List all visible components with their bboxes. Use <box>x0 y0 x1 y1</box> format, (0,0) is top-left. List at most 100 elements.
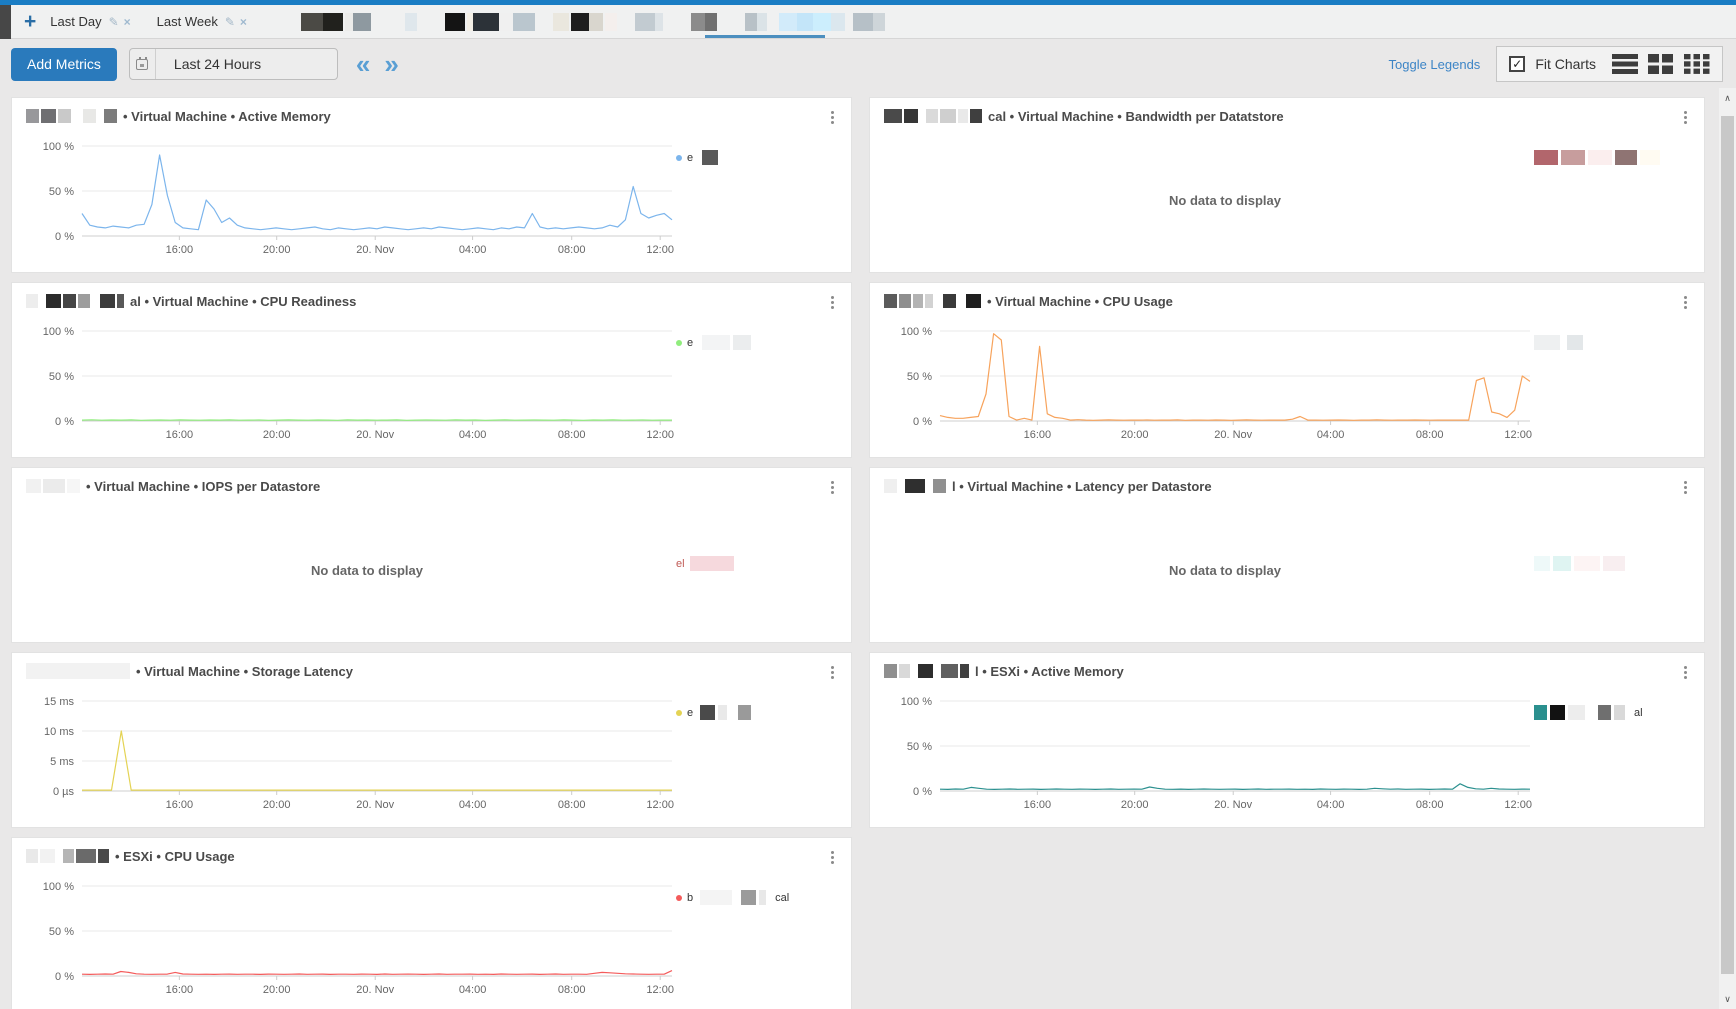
fit-charts-label: Fit Charts <box>1535 56 1596 72</box>
svg-text:0 %: 0 % <box>55 231 74 243</box>
time-range-picker: Last 24 Hours <box>128 48 338 80</box>
close-tab-icon[interactable]: × <box>239 14 247 29</box>
svg-text:20:00: 20:00 <box>1121 799 1149 811</box>
toolbar: Add Metrics Last 24 Hours « » Toggle Leg… <box>0 40 1736 88</box>
step-back-icon[interactable]: « <box>355 49 371 79</box>
fit-charts-checkbox[interactable]: ✓ <box>1509 56 1526 72</box>
chart-menu-icon[interactable] <box>1681 663 1690 682</box>
chart-card-storage-latency: • Virtual Machine • Storage Latency 15 m… <box>11 652 852 828</box>
chart-title: l • Virtual Machine • Latency per Datast… <box>952 478 1212 494</box>
layout-three-column-icon[interactable] <box>1684 54 1710 74</box>
scrollbar-down-icon[interactable]: ∨ <box>1724 994 1731 1004</box>
line-chart-canvas[interactable]: 100 % 50 % 0 % 16:00 20:00 20. Nov 04:00 08:00 1… <box>880 321 1540 446</box>
svg-text:04:00: 04:00 <box>1317 429 1345 441</box>
chart-legend[interactable]: al <box>1534 705 1643 720</box>
chart-title: • Virtual Machine • Active Memory <box>123 108 331 124</box>
line-chart-canvas[interactable]: 100 % 50 % 0 % 16:00 20:00 20. Nov 04:00 08:00 1… <box>880 691 1540 816</box>
chart-menu-icon[interactable] <box>828 108 837 127</box>
svg-text:12:00: 12:00 <box>646 429 674 441</box>
active-tab-underline <box>705 35 825 38</box>
toggle-legends-link[interactable]: Toggle Legends <box>1388 56 1481 72</box>
chart-title: • Virtual Machine • IOPS per Datastore <box>86 478 321 494</box>
svg-text:50 %: 50 % <box>907 371 932 383</box>
add-metrics-button[interactable]: Add Metrics <box>11 47 117 81</box>
chart-menu-icon[interactable] <box>828 848 837 867</box>
svg-text:100 %: 100 % <box>43 141 74 153</box>
no-data-message: No data to display <box>1169 193 1281 208</box>
svg-text:0 µs: 0 µs <box>53 786 75 798</box>
close-tab-icon[interactable]: × <box>123 14 131 29</box>
chart-menu-icon[interactable] <box>1681 293 1690 312</box>
layout-single-column-icon[interactable] <box>1612 54 1638 74</box>
chart-title: l • ESXi • Active Memory <box>975 663 1124 679</box>
chart-header: al • Virtual Machine • CPU Readiness <box>24 292 817 310</box>
chart-card-active-memory: • Virtual Machine • Active Memory 100 % 5… <box>11 97 852 273</box>
chart-header: cal • Virtual Machine • Bandwidth per Da… <box>882 107 1670 125</box>
chart-menu-icon[interactable] <box>1681 108 1690 127</box>
scrollbar-thumb[interactable] <box>1721 116 1734 974</box>
redacted-title-text <box>882 477 946 495</box>
vertical-scrollbar[interactable]: ∧ ∨ <box>1719 88 1736 1009</box>
tab-last-day[interactable]: Last Day ✎ × <box>50 14 130 29</box>
chart-menu-icon[interactable] <box>828 478 837 497</box>
redacted-title-text <box>24 847 109 865</box>
tab-label: Last Week <box>156 14 218 29</box>
svg-text:16:00: 16:00 <box>166 244 194 256</box>
chart-legend[interactable]: b cal <box>676 890 789 905</box>
svg-text:20. Nov: 20. Nov <box>356 429 394 441</box>
time-nav: « » <box>356 51 399 77</box>
tab-label: Last Day <box>50 14 102 29</box>
tab-last-week[interactable]: Last Week ✎ × <box>157 14 247 29</box>
svg-text:100 %: 100 % <box>901 696 932 708</box>
svg-text:16:00: 16:00 <box>166 429 194 441</box>
svg-text:16:00: 16:00 <box>1024 799 1052 811</box>
step-forward-icon[interactable]: » <box>384 49 399 79</box>
svg-text:08:00: 08:00 <box>558 984 586 996</box>
chart-menu-icon[interactable] <box>828 293 837 312</box>
chart-header: l • ESXi • Active Memory <box>882 662 1670 680</box>
chart-header: l • Virtual Machine • Latency per Datast… <box>882 477 1670 495</box>
svg-text:16:00: 16:00 <box>166 799 194 811</box>
redacted-title-text <box>882 107 982 125</box>
line-chart-canvas[interactable]: 100 % 50 % 0 % 16:00 20:00 20. Nov 04:00 08:00 1… <box>22 321 682 446</box>
chart-header: • Virtual Machine • CPU Usage <box>882 292 1670 310</box>
chart-menu-icon[interactable] <box>828 663 837 682</box>
line-chart-canvas[interactable]: 100 % 50 % 0 % 16:00 20:00 20. Nov 04:00 08:00 1… <box>22 136 682 261</box>
line-chart-canvas[interactable]: 100 % 50 % 0 % 16:00 20:00 20. Nov 04:00 08:00 1… <box>22 876 682 1001</box>
svg-text:20. Nov: 20. Nov <box>1214 799 1252 811</box>
redacted-title-text <box>24 662 130 680</box>
svg-text:10 ms: 10 ms <box>44 726 74 738</box>
chart-legend[interactable]: e <box>676 335 752 350</box>
chart-legend[interactable]: e <box>676 705 752 720</box>
redacted-title-text <box>24 477 80 495</box>
chart-card-cpu-usage: • Virtual Machine • CPU Usage 100 % 50 % 0… <box>869 282 1705 458</box>
layout-two-column-icon[interactable] <box>1648 54 1674 74</box>
chart-header: • Virtual Machine • IOPS per Datastore <box>24 477 817 495</box>
svg-text:08:00: 08:00 <box>558 244 586 256</box>
scrollbar-up-icon[interactable]: ∧ <box>1724 93 1731 103</box>
chart-legend[interactable] <box>1534 150 1660 165</box>
chart-legend[interactable] <box>1534 556 1625 571</box>
line-chart-canvas[interactable]: 15 ms 10 ms 5 ms 0 µs 16:00 20:00 20. Nov 04:00… <box>22 691 682 816</box>
svg-text:50 %: 50 % <box>907 741 932 753</box>
svg-text:16:00: 16:00 <box>1024 429 1052 441</box>
edit-tab-icon[interactable]: ✎ <box>224 14 235 29</box>
window-top-accent <box>0 0 1736 5</box>
svg-text:0 %: 0 % <box>913 786 932 798</box>
svg-text:20. Nov: 20. Nov <box>356 799 394 811</box>
time-range-value[interactable]: Last 24 Hours <box>173 56 262 72</box>
chart-header: • ESXi • CPU Usage <box>24 847 817 865</box>
redacted-tabs[interactable] <box>273 12 885 32</box>
chart-legend[interactable] <box>1534 335 1583 350</box>
svg-text:12:00: 12:00 <box>646 799 674 811</box>
edit-tab-icon[interactable]: ✎ <box>108 14 119 29</box>
chart-legend[interactable]: e <box>676 150 719 165</box>
svg-text:50 %: 50 % <box>49 926 74 938</box>
add-tab-button[interactable]: + <box>24 10 37 33</box>
chart-menu-icon[interactable] <box>1681 478 1690 497</box>
chart-card-iops-per-datastore: • Virtual Machine • IOPS per Datastore N… <box>11 467 852 643</box>
no-data-message: No data to display <box>311 563 423 578</box>
calendar-button[interactable] <box>130 49 156 79</box>
redacted-title-text <box>24 292 124 310</box>
chart-legend[interactable]: el <box>676 556 734 571</box>
